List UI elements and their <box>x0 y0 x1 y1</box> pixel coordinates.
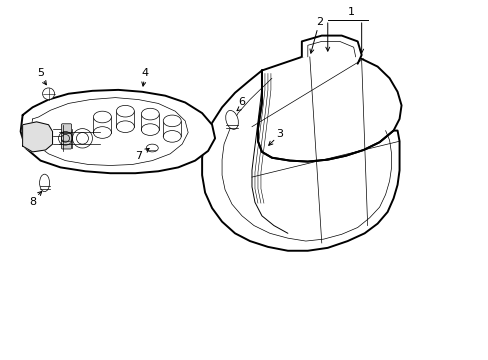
Ellipse shape <box>93 127 111 138</box>
Ellipse shape <box>116 105 134 117</box>
Polygon shape <box>20 90 215 173</box>
Ellipse shape <box>163 115 181 127</box>
Ellipse shape <box>40 174 49 192</box>
Text: 4: 4 <box>142 68 148 78</box>
Polygon shape <box>22 122 52 152</box>
Polygon shape <box>258 55 401 162</box>
Polygon shape <box>202 71 399 251</box>
Ellipse shape <box>225 111 238 129</box>
Ellipse shape <box>93 111 111 123</box>
Ellipse shape <box>141 124 159 135</box>
Text: 2: 2 <box>316 17 323 27</box>
Text: 8: 8 <box>29 197 36 207</box>
FancyBboxPatch shape <box>61 139 71 149</box>
Ellipse shape <box>146 144 158 152</box>
Ellipse shape <box>141 108 159 120</box>
FancyBboxPatch shape <box>61 131 71 141</box>
Polygon shape <box>301 36 361 64</box>
FancyBboxPatch shape <box>61 124 71 134</box>
Text: 7: 7 <box>135 151 142 161</box>
Ellipse shape <box>163 131 181 142</box>
Text: 5: 5 <box>37 68 44 78</box>
Text: 6: 6 <box>238 98 245 108</box>
Text: 3: 3 <box>276 130 283 139</box>
Circle shape <box>42 88 55 100</box>
Ellipse shape <box>116 121 134 132</box>
Text: 1: 1 <box>347 7 354 17</box>
